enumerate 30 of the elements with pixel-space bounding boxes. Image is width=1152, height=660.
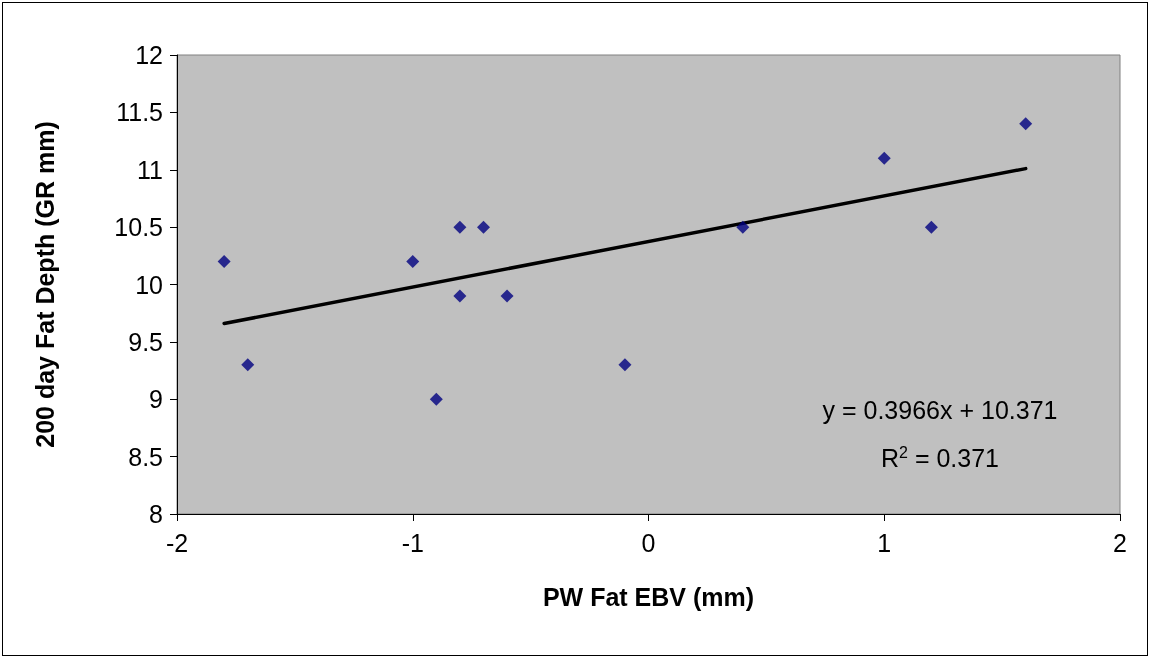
y-tick-label: 9 bbox=[149, 385, 163, 414]
y-tick-label: 10.5 bbox=[114, 213, 163, 242]
x-tick-label: -1 bbox=[401, 528, 424, 557]
x-axis-title: PW Fat EBV (mm) bbox=[542, 582, 755, 611]
y-tick-label: 8 bbox=[149, 500, 163, 528]
y-tick-label: 11.5 bbox=[116, 98, 163, 127]
x-tick-label: 2 bbox=[1113, 528, 1127, 557]
x-tick-label: -2 bbox=[165, 528, 189, 557]
point bbox=[406, 255, 420, 269]
x-tick-label: 0 bbox=[641, 528, 656, 557]
point bbox=[453, 289, 467, 303]
point bbox=[500, 289, 514, 303]
point bbox=[924, 220, 938, 234]
point bbox=[1019, 117, 1033, 131]
point bbox=[453, 220, 467, 234]
annotation: y = 0.3966x + 10.371 bbox=[822, 395, 1058, 424]
point bbox=[429, 392, 443, 406]
y-tick-label: 8.5 bbox=[128, 442, 163, 471]
x-tick-label: 1 bbox=[877, 528, 892, 557]
y-tick-label: 12 bbox=[135, 41, 163, 69]
y-tick-label: 11 bbox=[137, 155, 163, 184]
y-axis-title: 200 day Fat Depth (GR mm) bbox=[30, 121, 59, 448]
point bbox=[736, 220, 750, 234]
y-tick-label: 9.5 bbox=[128, 327, 163, 356]
point bbox=[476, 220, 490, 234]
point bbox=[877, 151, 891, 165]
point bbox=[217, 255, 231, 269]
y-tick-label: 10 bbox=[135, 270, 163, 299]
point bbox=[618, 358, 632, 372]
point bbox=[241, 358, 255, 372]
